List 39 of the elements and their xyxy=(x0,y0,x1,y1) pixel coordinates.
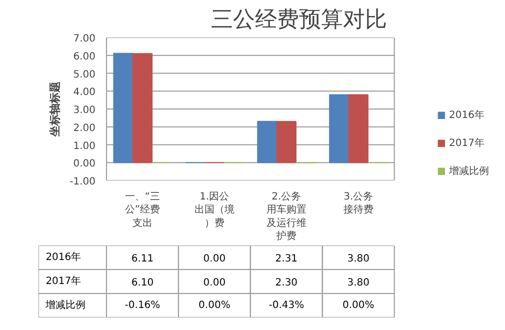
data-label: 3.80 xyxy=(347,254,370,264)
bar xyxy=(132,53,153,164)
y-tick-label: 4.00 xyxy=(73,87,96,98)
data-label: 0.00% xyxy=(342,300,374,311)
bar xyxy=(348,94,368,164)
bar xyxy=(113,52,134,164)
y-tick-label: 2.00 xyxy=(73,122,96,134)
y-tick-label: 1.00 xyxy=(73,140,96,152)
data-label: 0.00% xyxy=(198,300,230,311)
x-tick-label: 2.公务用车购置及运行维护费 xyxy=(266,190,306,242)
y-tick-label: 7.00 xyxy=(73,34,96,44)
legend-label: 2017年 xyxy=(449,137,484,150)
bar xyxy=(257,120,278,164)
bar xyxy=(329,94,350,164)
y-tick-label: -1.00 xyxy=(70,176,96,188)
data-label: 6.11 xyxy=(131,254,154,264)
data-label: -0.43% xyxy=(268,300,304,311)
text: 2016年 xyxy=(46,252,82,263)
text: 2017年 xyxy=(46,276,82,287)
legend-label: 2016年 xyxy=(449,109,484,122)
data-label: 0.00 xyxy=(203,278,226,288)
data-label: 6.10 xyxy=(131,278,154,288)
y-tick-label: 0.00 xyxy=(73,158,96,170)
y-tick-label: 6.00 xyxy=(73,51,96,62)
x-tick-label: 3.公务接待费 xyxy=(343,190,374,216)
legend-label: 增减比例 xyxy=(449,164,489,178)
y-axis-title: 坐标轴标题 xyxy=(48,82,62,138)
data-label: 0.00 xyxy=(203,254,226,264)
text: 增减比例 xyxy=(46,300,86,311)
y-tick-label: 5.00 xyxy=(73,69,96,80)
chart-title: 三公经费预算对比 xyxy=(211,8,387,32)
bar xyxy=(276,121,296,164)
data-label: -0.16% xyxy=(124,300,160,311)
x-tick-label: 一、“三公”经费支出 xyxy=(124,192,160,229)
data-label: 3.80 xyxy=(347,278,370,288)
data-label: 2.31 xyxy=(275,254,298,264)
data-label: 2.30 xyxy=(275,278,298,288)
x-tick-label: 1.因公出国（境）费 xyxy=(194,190,234,229)
y-tick-label: 3.00 xyxy=(73,105,96,116)
